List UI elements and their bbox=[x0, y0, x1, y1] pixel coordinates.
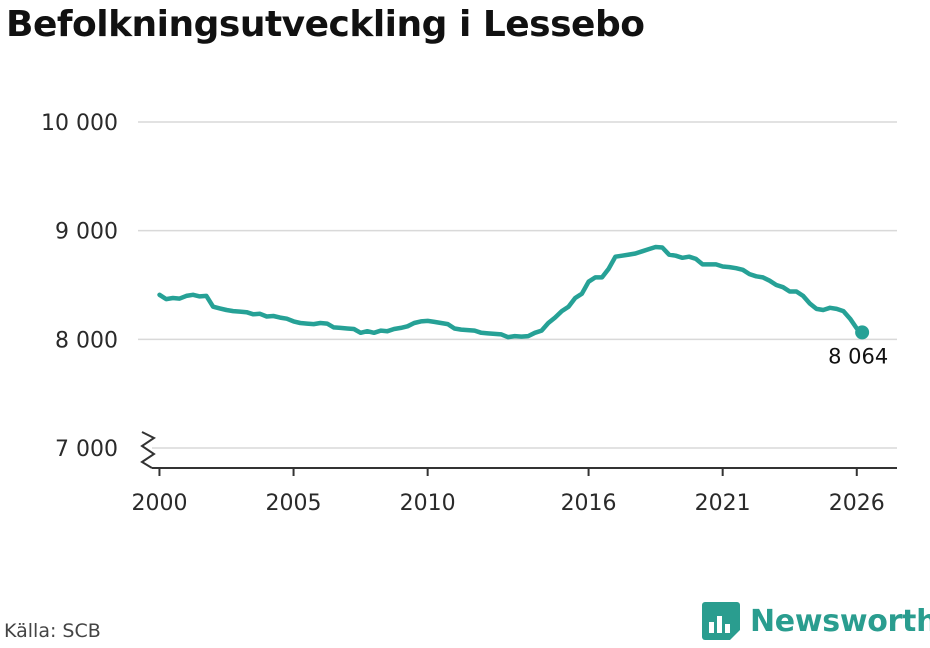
brand-name: Newsworthy bbox=[750, 603, 930, 639]
x-tick-label: 2010 bbox=[400, 491, 456, 516]
series-group bbox=[157, 244, 865, 340]
gridlines bbox=[138, 121, 897, 449]
y-tick-label: 10 000 bbox=[41, 111, 118, 136]
y-tick-label: 8 000 bbox=[55, 328, 118, 353]
x-tick-label: 2000 bbox=[131, 491, 187, 516]
x-tick-label: 2021 bbox=[695, 491, 751, 516]
x-tick-label: 2005 bbox=[266, 491, 322, 516]
y-tick-label: 7 000 bbox=[55, 437, 118, 462]
y-axis-ticks: 7 000 8 000 9 000 10 000 bbox=[41, 111, 118, 462]
series-line bbox=[157, 244, 865, 340]
x-tick-label: 2026 bbox=[829, 491, 885, 516]
brand-logo: Newsworthy bbox=[702, 602, 930, 640]
y-tick-label: 9 000 bbox=[55, 220, 118, 245]
axis-break-mark bbox=[140, 431, 156, 469]
x-tick-label: 2016 bbox=[561, 491, 617, 516]
newsworthy-logo-icon bbox=[702, 602, 740, 640]
end-point-marker bbox=[855, 325, 870, 340]
x-axis: 2000 2005 2010 2016 2021 2026 bbox=[131, 431, 897, 516]
end-marks: 8 064 bbox=[828, 325, 888, 368]
source-note: Källa: SCB bbox=[4, 620, 101, 642]
chart-title: Befolkningsutveckling i Lessebo bbox=[6, 4, 645, 45]
end-value-label: 8 064 bbox=[828, 344, 888, 368]
